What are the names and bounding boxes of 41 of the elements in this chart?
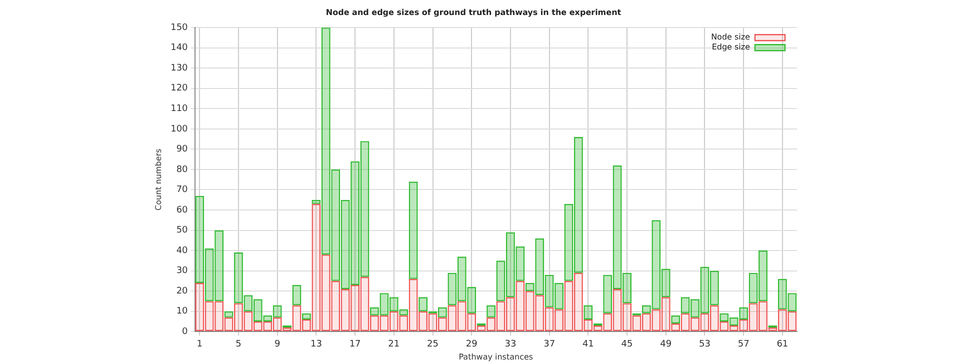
chart-title: Node and edge sizes of ground truth pathways in the experiment (326, 8, 622, 17)
x-tick-label: 21 (388, 339, 400, 350)
x-tick-label: 25 (427, 339, 438, 350)
x-tick-label: 37 (544, 339, 556, 350)
x-tick-label: 17 (349, 339, 361, 350)
bar (476, 323, 486, 326)
x-tick-label: 53 (698, 339, 710, 350)
y-tick-label: 130 (170, 63, 188, 74)
bar (593, 323, 602, 326)
y-tick-label: 60 (176, 205, 188, 216)
x-tick-label: 33 (504, 339, 516, 350)
y-tick-label: 140 (170, 43, 188, 54)
x-tick-label: 29 (466, 339, 478, 350)
y-tick-label: 70 (176, 185, 188, 196)
y-tick-label: 90 (176, 144, 188, 155)
y-tick-label: 30 (176, 266, 188, 276)
legend-label: Edge size (712, 42, 750, 52)
x-axis-title: Pathway instances (458, 352, 534, 362)
y-tick-label: 50 (176, 226, 188, 236)
bar (292, 284, 302, 306)
y-tick-label: 0 (182, 326, 188, 337)
x-tick-label: 57 (738, 339, 750, 350)
y-tick-label: 20 (176, 286, 188, 296)
x-tick-label: 49 (660, 339, 672, 350)
y-axis-title: Count numbers (154, 148, 163, 210)
x-tick-label: 5 (236, 339, 242, 350)
x-tick-label: 1 (196, 339, 202, 350)
y-tick-label: 40 (176, 246, 188, 256)
x-tick-label: 41 (582, 339, 594, 350)
bar (408, 182, 418, 279)
x-tick-label: 45 (621, 339, 633, 350)
x-tick-label: 13 (310, 339, 322, 350)
y-tick-label: 150 (170, 22, 188, 33)
y-tick-label: 10 (176, 306, 188, 317)
y-tick-label: 120 (170, 84, 188, 94)
legend-label: Node size (711, 32, 750, 42)
y-tick-label: 100 (170, 124, 188, 134)
y-tick-label: 110 (170, 104, 188, 114)
x-tick-label: 61 (776, 339, 788, 350)
x-tick-label: 9 (274, 339, 280, 350)
y-tick-label: 80 (176, 164, 188, 175)
